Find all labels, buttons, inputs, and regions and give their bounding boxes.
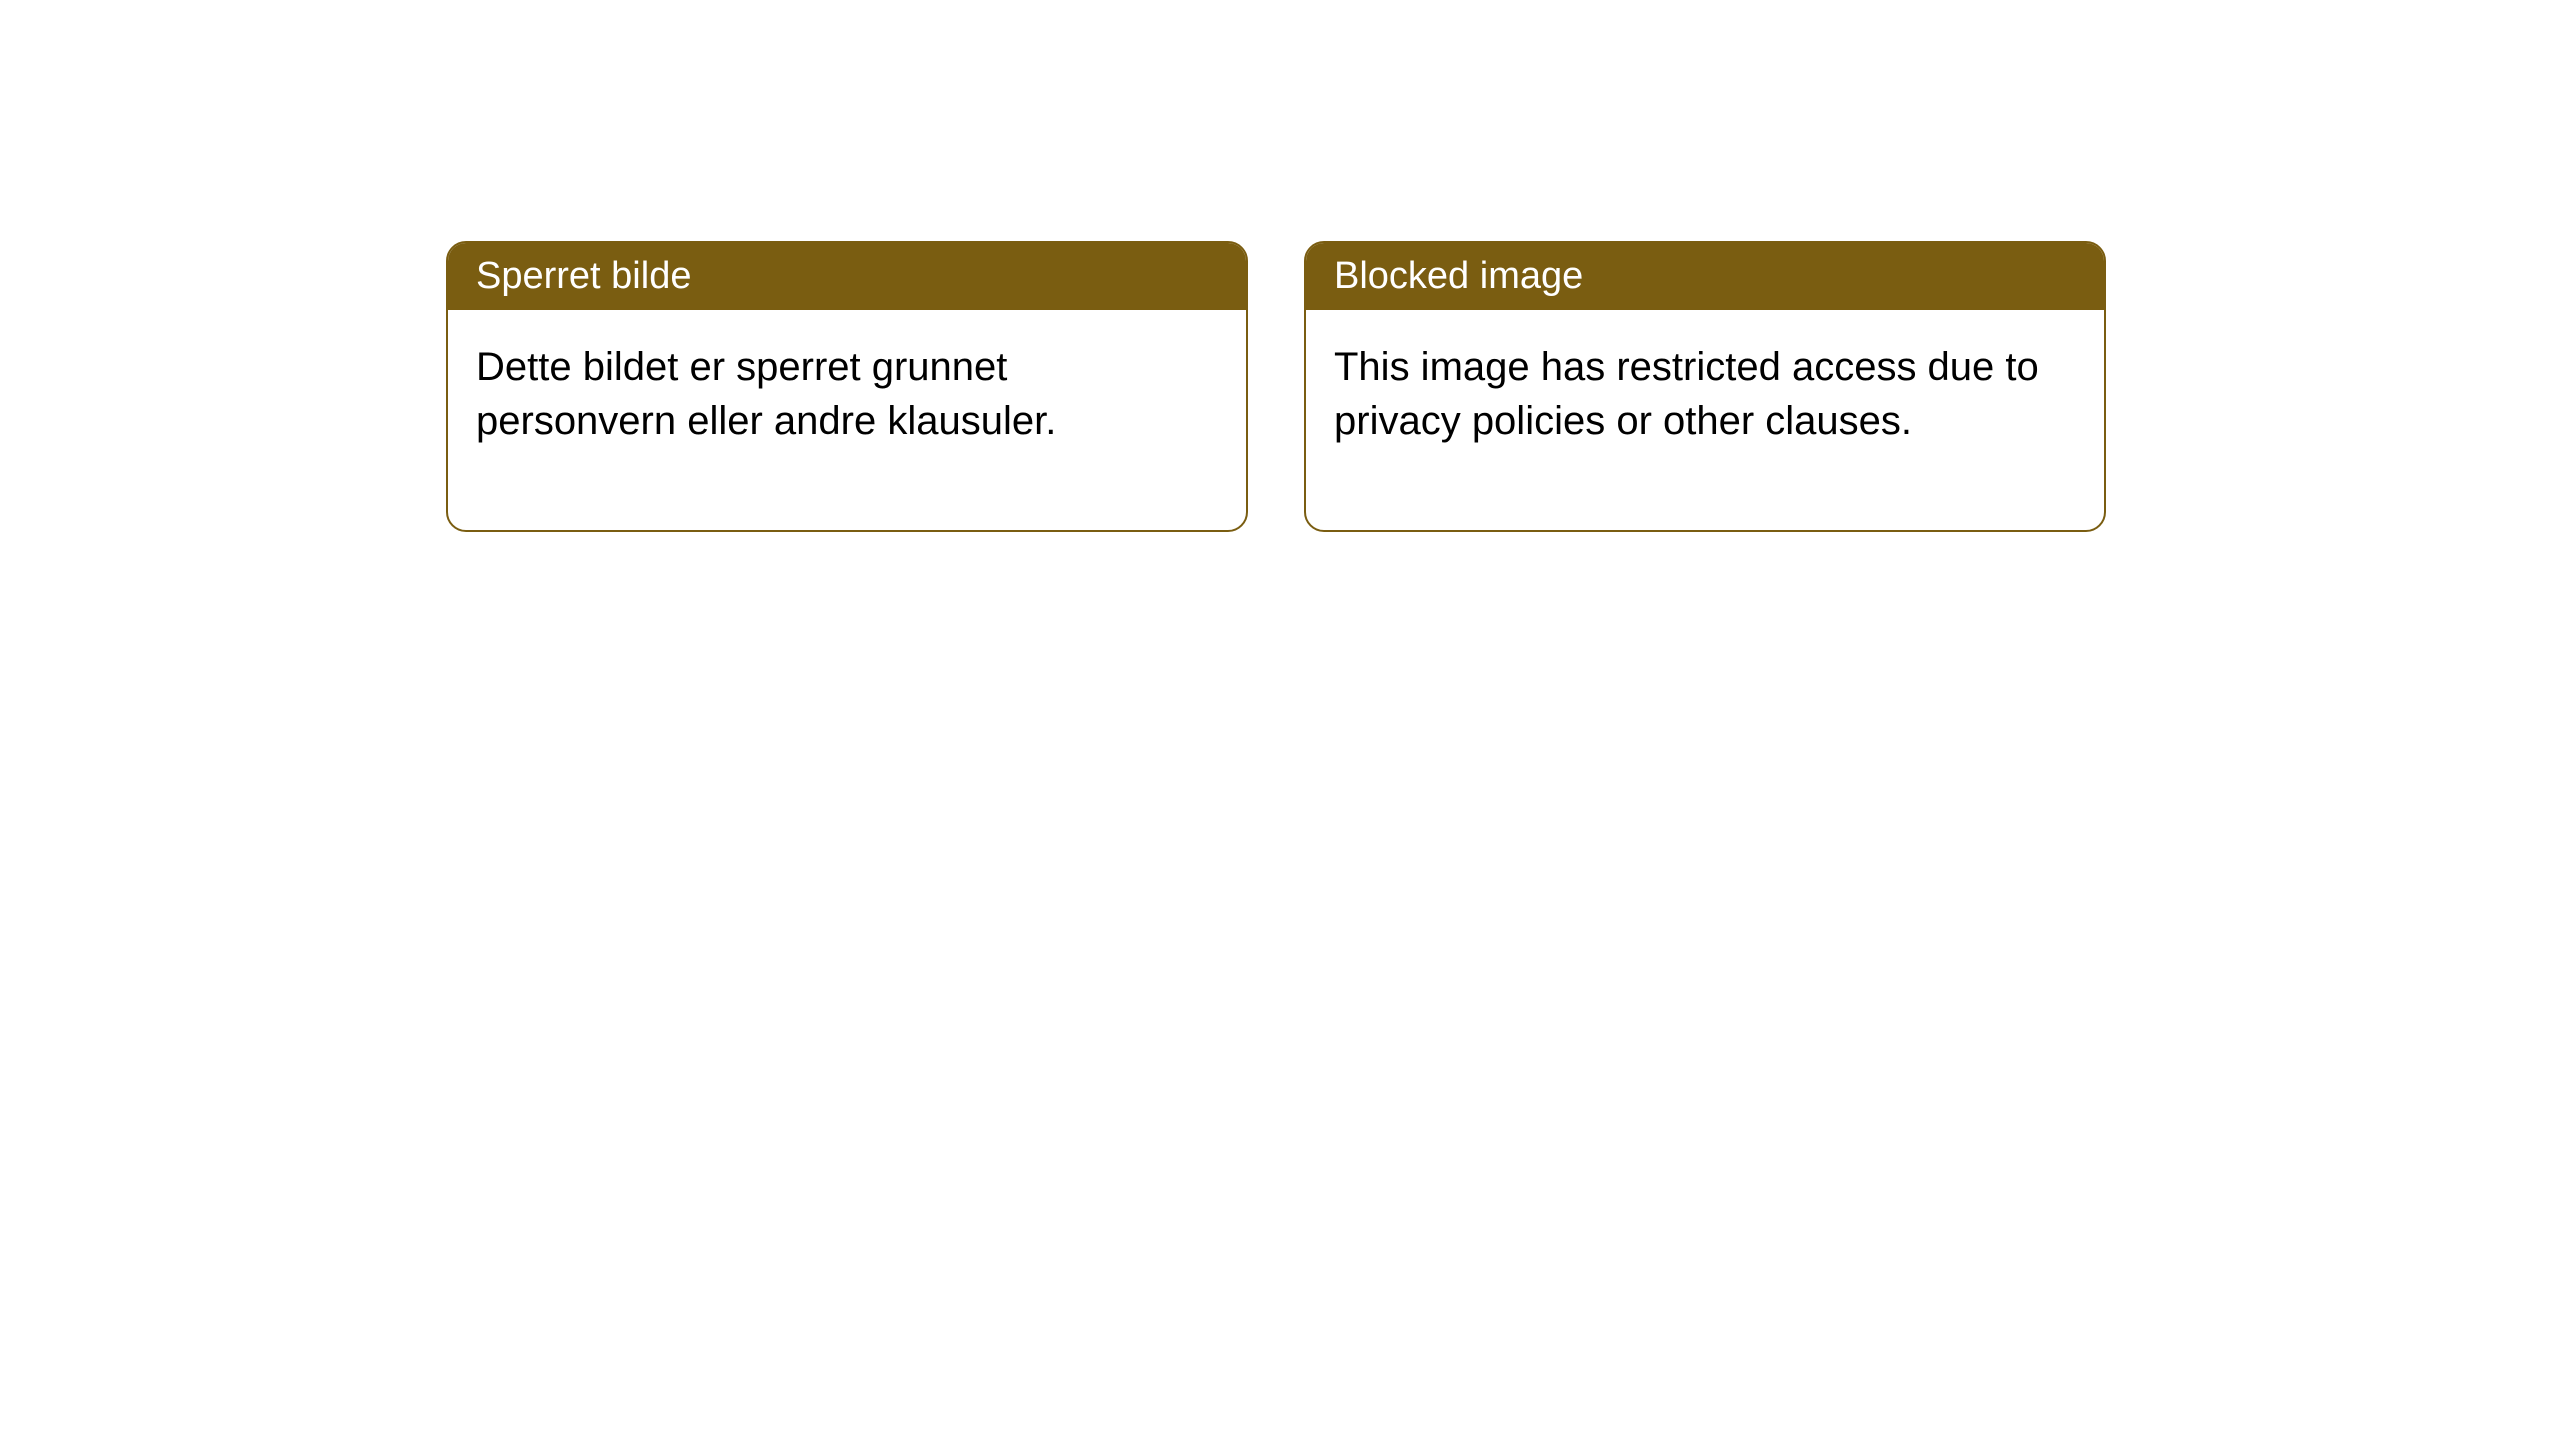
- notice-card-english: Blocked image This image has restricted …: [1304, 241, 2106, 532]
- notice-header-text: Sperret bilde: [476, 255, 691, 297]
- notice-header-english: Blocked image: [1306, 243, 2104, 310]
- notice-body-english: This image has restricted access due to …: [1306, 310, 2104, 530]
- notice-header-text: Blocked image: [1334, 255, 1583, 297]
- notice-body-norwegian: Dette bildet er sperret grunnet personve…: [448, 310, 1246, 530]
- notice-container: Sperret bilde Dette bildet er sperret gr…: [0, 0, 2560, 532]
- notice-header-norwegian: Sperret bilde: [448, 243, 1246, 310]
- notice-body-text: This image has restricted access due to …: [1334, 345, 2039, 443]
- notice-body-text: Dette bildet er sperret grunnet personve…: [476, 345, 1056, 443]
- notice-card-norwegian: Sperret bilde Dette bildet er sperret gr…: [446, 241, 1248, 532]
